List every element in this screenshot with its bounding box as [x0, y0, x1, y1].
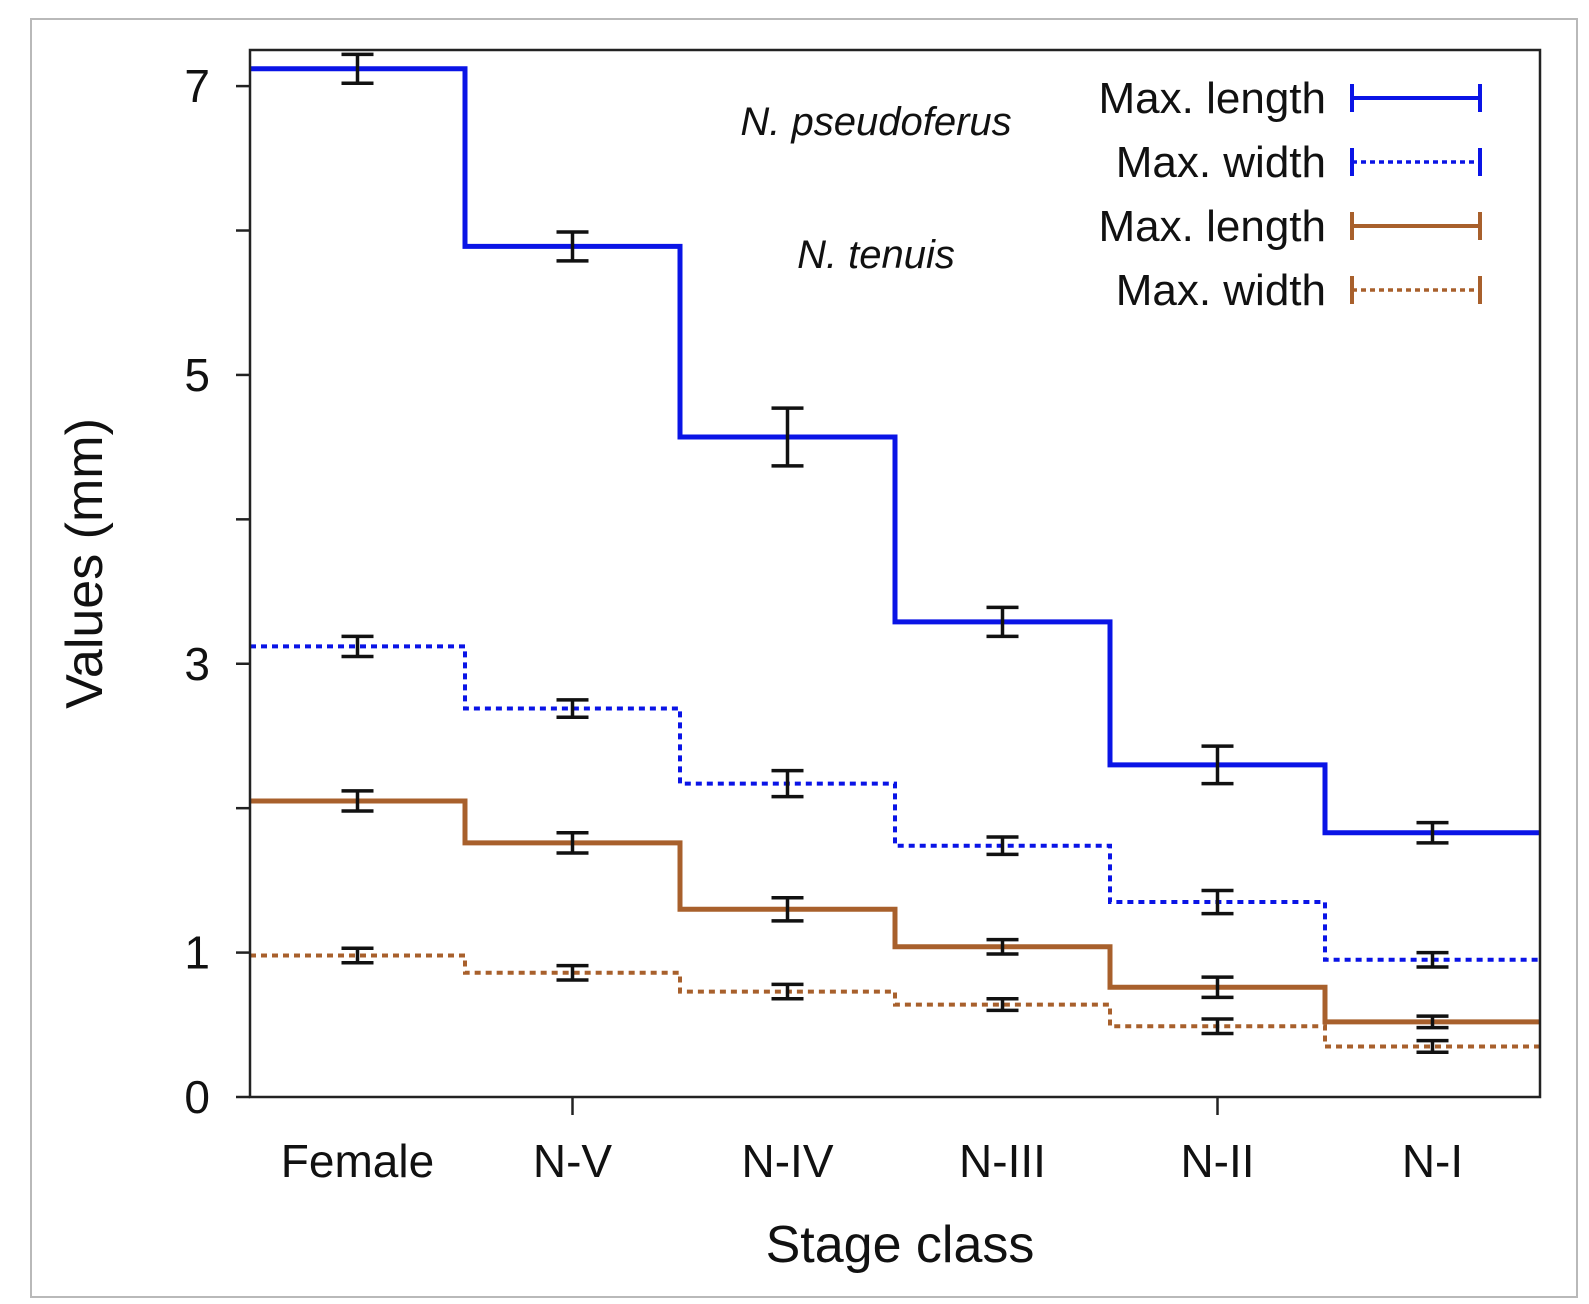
error-bar-s0-3 — [986, 605, 1019, 639]
x-axis-title: Stage class — [766, 1216, 1035, 1274]
error-bar-s3-0 — [341, 946, 374, 965]
x-tick-label-5: N-I — [1402, 1135, 1463, 1187]
series-line-3 — [250, 953, 1540, 1049]
error-bar-s1-5 — [1416, 950, 1449, 969]
x-tick-label-1: N-V — [533, 1135, 613, 1187]
error-bar-s1-4 — [1201, 888, 1234, 916]
y-tick-label: 0 — [184, 1071, 210, 1123]
legend-label-2: Max. length — [1099, 202, 1326, 251]
legend-swatch-2 — [1350, 212, 1482, 240]
x-tick-label-3: N-III — [959, 1135, 1046, 1187]
error-bar-s0-1 — [556, 230, 589, 263]
error-bar-s1-1 — [556, 698, 589, 719]
error-bar-s2-4 — [1201, 975, 1234, 1000]
series-group — [250, 66, 1540, 1049]
series-line-2 — [250, 798, 1540, 1025]
error-bar-s2-1 — [556, 830, 589, 855]
error-bar-s2-5 — [1416, 1014, 1449, 1030]
legend-label-1: Max. width — [1116, 138, 1326, 187]
figure-frame — [30, 18, 1578, 1298]
legend: Max. length Max. width Max. length Max. wid… — [1099, 74, 1482, 315]
series-line-0 — [250, 66, 1540, 836]
error-bar-s1-3 — [986, 835, 1019, 857]
labels-group: 0 1 3 5 7 Female N-V N-IV N-III N-II N-I Stage clas… — [56, 60, 1463, 1274]
plot-area-border — [248, 48, 1542, 1099]
error-bar-s0-0 — [341, 52, 374, 85]
legend-label-3: Max. width — [1116, 266, 1326, 315]
error-bar-s3-4 — [1201, 1017, 1234, 1036]
error-bar-s3-1 — [556, 963, 589, 982]
legend-swatch-3 — [1350, 276, 1482, 304]
error-bar-s1-2 — [771, 768, 804, 799]
error-bars-group — [341, 52, 1449, 1054]
error-bar-s3-2 — [771, 982, 804, 1001]
legend-swatch-1 — [1350, 148, 1482, 176]
x-tick-label-2: N-IV — [742, 1135, 834, 1187]
series-line-1 — [250, 644, 1540, 962]
error-bar-s0-4 — [1201, 744, 1234, 786]
error-bar-s2-2 — [771, 895, 804, 923]
x-tick-label-4: N-II — [1180, 1135, 1254, 1187]
y-tick-label: 7 — [184, 60, 210, 112]
y-axis-title: Values (mm) — [56, 418, 114, 709]
x-tick-label-0: Female — [281, 1135, 434, 1187]
error-bar-s2-3 — [986, 937, 1019, 956]
error-bar-s3-3 — [986, 997, 1019, 1013]
annotation-1: N. tenuis — [797, 233, 955, 277]
error-bar-s2-0 — [341, 789, 374, 813]
legend-label-0: Max. length — [1099, 74, 1326, 123]
y-tick-label: 5 — [184, 349, 210, 401]
error-bar-s1-0 — [341, 634, 374, 659]
error-bar-s3-5 — [1416, 1038, 1449, 1054]
annotation-0: N. pseudoferus — [740, 100, 1011, 144]
error-bar-s0-5 — [1416, 820, 1449, 845]
y-tick-label: 1 — [184, 927, 210, 979]
legend-swatch-0 — [1350, 84, 1482, 112]
error-bar-s0-2 — [771, 406, 804, 468]
axes-group — [236, 48, 1542, 1115]
y-tick-label: 3 — [184, 638, 210, 690]
